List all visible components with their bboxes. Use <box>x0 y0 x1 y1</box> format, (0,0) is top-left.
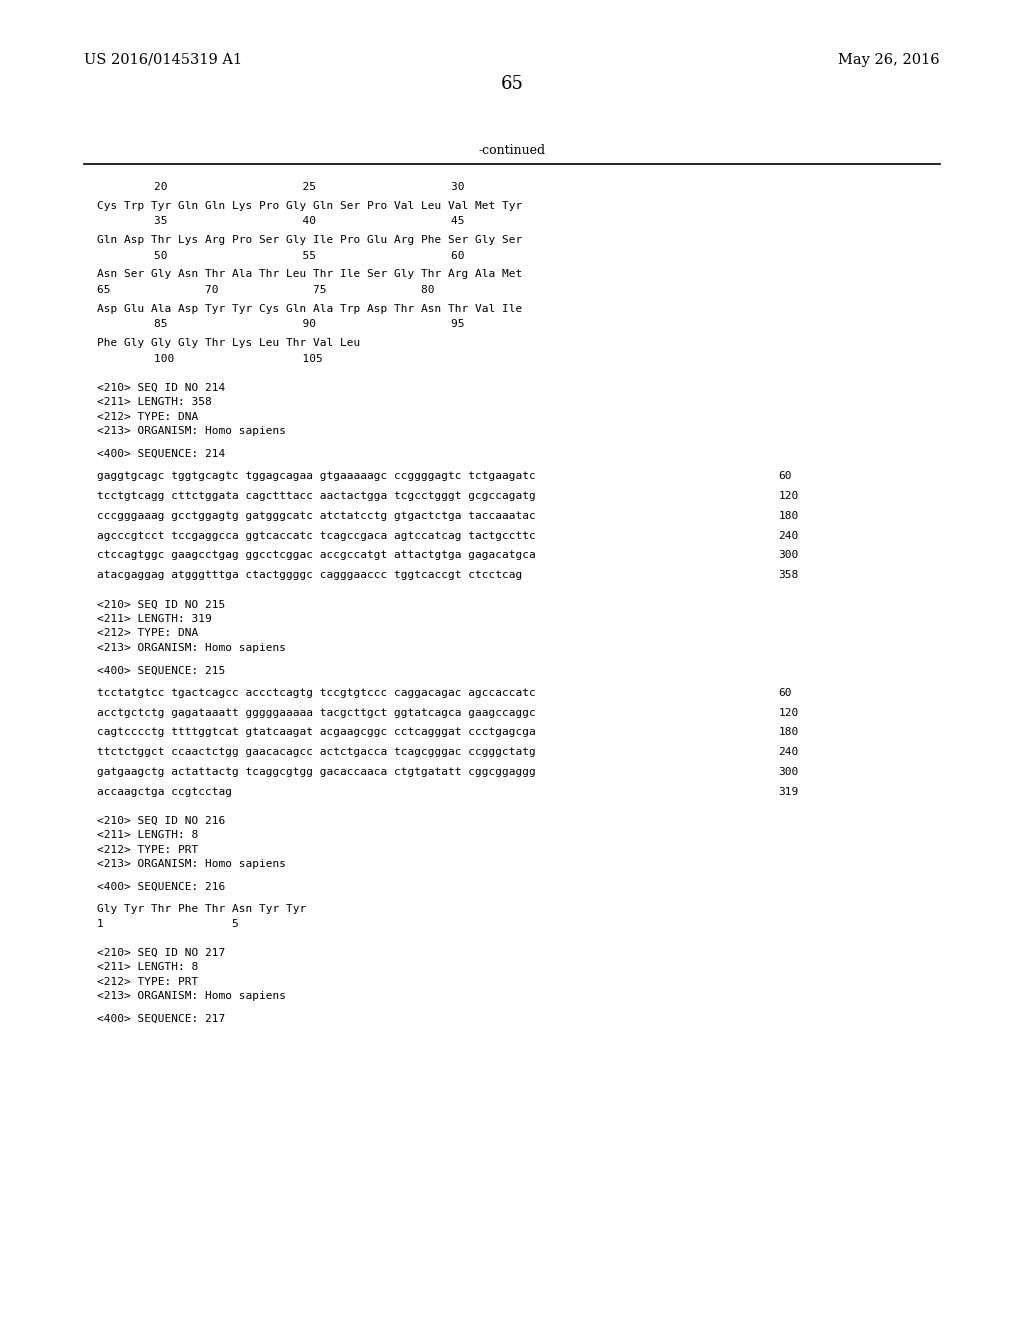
Text: <400> SEQUENCE: 214: <400> SEQUENCE: 214 <box>97 449 225 459</box>
Text: <213> ORGANISM: Homo sapiens: <213> ORGANISM: Homo sapiens <box>97 643 287 653</box>
Text: <400> SEQUENCE: 217: <400> SEQUENCE: 217 <box>97 1014 225 1024</box>
Text: cccgggaaag gcctggagtg gatgggcatc atctatcctg gtgactctga taccaaatac: cccgggaaag gcctggagtg gatgggcatc atctatc… <box>97 511 536 521</box>
Text: Asn Ser Gly Asn Thr Ala Thr Leu Thr Ile Ser Gly Thr Arg Ala Met: Asn Ser Gly Asn Thr Ala Thr Leu Thr Ile … <box>97 269 522 280</box>
Text: <210> SEQ ID NO 216: <210> SEQ ID NO 216 <box>97 816 225 826</box>
Text: 180: 180 <box>778 727 799 738</box>
Text: Asp Glu Ala Asp Tyr Tyr Cys Gln Ala Trp Asp Thr Asn Thr Val Ile: Asp Glu Ala Asp Tyr Tyr Cys Gln Ala Trp … <box>97 304 522 314</box>
Text: <211> LENGTH: 358: <211> LENGTH: 358 <box>97 397 212 408</box>
Text: cagtcccctg ttttggtcat gtatcaagat acgaagcggc cctcagggat ccctgagcga: cagtcccctg ttttggtcat gtatcaagat acgaagc… <box>97 727 536 738</box>
Text: <212> TYPE: DNA: <212> TYPE: DNA <box>97 412 199 422</box>
Text: <213> ORGANISM: Homo sapiens: <213> ORGANISM: Homo sapiens <box>97 991 287 1002</box>
Text: US 2016/0145319 A1: US 2016/0145319 A1 <box>84 53 242 67</box>
Text: tcctgtcagg cttctggata cagctttacc aactactgga tcgcctgggt gcgccagatg: tcctgtcagg cttctggata cagctttacc aactact… <box>97 491 536 502</box>
Text: gatgaagctg actattactg tcaggcgtgg gacaccaaca ctgtgatatt cggcggaggg: gatgaagctg actattactg tcaggcgtgg gacacca… <box>97 767 536 777</box>
Text: Gln Asp Thr Lys Arg Pro Ser Gly Ile Pro Glu Arg Phe Ser Gly Ser: Gln Asp Thr Lys Arg Pro Ser Gly Ile Pro … <box>97 235 522 246</box>
Text: 240: 240 <box>778 531 799 541</box>
Text: <213> ORGANISM: Homo sapiens: <213> ORGANISM: Homo sapiens <box>97 859 287 870</box>
Text: 180: 180 <box>778 511 799 521</box>
Text: 358: 358 <box>778 570 799 581</box>
Text: 20                    25                    30: 20 25 30 <box>154 182 464 193</box>
Text: 100                   105: 100 105 <box>154 354 323 364</box>
Text: -continued: -continued <box>478 144 546 157</box>
Text: 300: 300 <box>778 767 799 777</box>
Text: tcctatgtcc tgactcagcc accctcagtg tccgtgtccc caggacagac agccaccatc: tcctatgtcc tgactcagcc accctcagtg tccgtgt… <box>97 688 536 698</box>
Text: accaagctga ccgtcctag: accaagctga ccgtcctag <box>97 787 232 797</box>
Text: gaggtgcagc tggtgcagtc tggagcagaa gtgaaaaagc ccggggagtc tctgaagatc: gaggtgcagc tggtgcagtc tggagcagaa gtgaaaa… <box>97 471 536 482</box>
Text: 319: 319 <box>778 787 799 797</box>
Text: 60: 60 <box>778 688 792 698</box>
Text: Cys Trp Tyr Gln Gln Lys Pro Gly Gln Ser Pro Val Leu Val Met Tyr: Cys Trp Tyr Gln Gln Lys Pro Gly Gln Ser … <box>97 201 522 211</box>
Text: ctccagtggc gaagcctgag ggcctcggac accgccatgt attactgtga gagacatgca: ctccagtggc gaagcctgag ggcctcggac accgcca… <box>97 550 536 561</box>
Text: Gly Tyr Thr Phe Thr Asn Tyr Tyr: Gly Tyr Thr Phe Thr Asn Tyr Tyr <box>97 904 306 915</box>
Text: <400> SEQUENCE: 216: <400> SEQUENCE: 216 <box>97 882 225 892</box>
Text: 240: 240 <box>778 747 799 758</box>
Text: agcccgtcct tccgaggcca ggtcaccatc tcagccgaca agtccatcag tactgccttc: agcccgtcct tccgaggcca ggtcaccatc tcagccg… <box>97 531 536 541</box>
Text: <212> TYPE: PRT: <212> TYPE: PRT <box>97 845 199 855</box>
Text: 120: 120 <box>778 708 799 718</box>
Text: <213> ORGANISM: Homo sapiens: <213> ORGANISM: Homo sapiens <box>97 426 287 437</box>
Text: <212> TYPE: PRT: <212> TYPE: PRT <box>97 977 199 987</box>
Text: <210> SEQ ID NO 214: <210> SEQ ID NO 214 <box>97 383 225 393</box>
Text: 65              70              75              80: 65 70 75 80 <box>97 285 435 296</box>
Text: 50                    55                    60: 50 55 60 <box>154 251 464 261</box>
Text: <210> SEQ ID NO 215: <210> SEQ ID NO 215 <box>97 599 225 610</box>
Text: 35                    40                    45: 35 40 45 <box>154 216 464 227</box>
Text: <211> LENGTH: 8: <211> LENGTH: 8 <box>97 830 199 841</box>
Text: <210> SEQ ID NO 217: <210> SEQ ID NO 217 <box>97 948 225 958</box>
Text: 300: 300 <box>778 550 799 561</box>
Text: ttctctggct ccaactctgg gaacacagcc actctgacca tcagcgggac ccgggctatg: ttctctggct ccaactctgg gaacacagcc actctga… <box>97 747 536 758</box>
Text: <211> LENGTH: 319: <211> LENGTH: 319 <box>97 614 212 624</box>
Text: <212> TYPE: DNA: <212> TYPE: DNA <box>97 628 199 639</box>
Text: 60: 60 <box>778 471 792 482</box>
Text: 1                   5: 1 5 <box>97 919 239 929</box>
Text: May 26, 2016: May 26, 2016 <box>839 53 940 67</box>
Text: <211> LENGTH: 8: <211> LENGTH: 8 <box>97 962 199 973</box>
Text: 120: 120 <box>778 491 799 502</box>
Text: acctgctctg gagataaatt gggggaaaaa tacgcttgct ggtatcagca gaagccaggc: acctgctctg gagataaatt gggggaaaaa tacgctt… <box>97 708 536 718</box>
Text: atacgaggag atgggtttga ctactggggc cagggaaccc tggtcaccgt ctcctcag: atacgaggag atgggtttga ctactggggc cagggaa… <box>97 570 522 581</box>
Text: 85                    90                    95: 85 90 95 <box>154 319 464 330</box>
Text: <400> SEQUENCE: 215: <400> SEQUENCE: 215 <box>97 665 225 676</box>
Text: 65: 65 <box>501 75 523 94</box>
Text: Phe Gly Gly Gly Thr Lys Leu Thr Val Leu: Phe Gly Gly Gly Thr Lys Leu Thr Val Leu <box>97 338 360 348</box>
